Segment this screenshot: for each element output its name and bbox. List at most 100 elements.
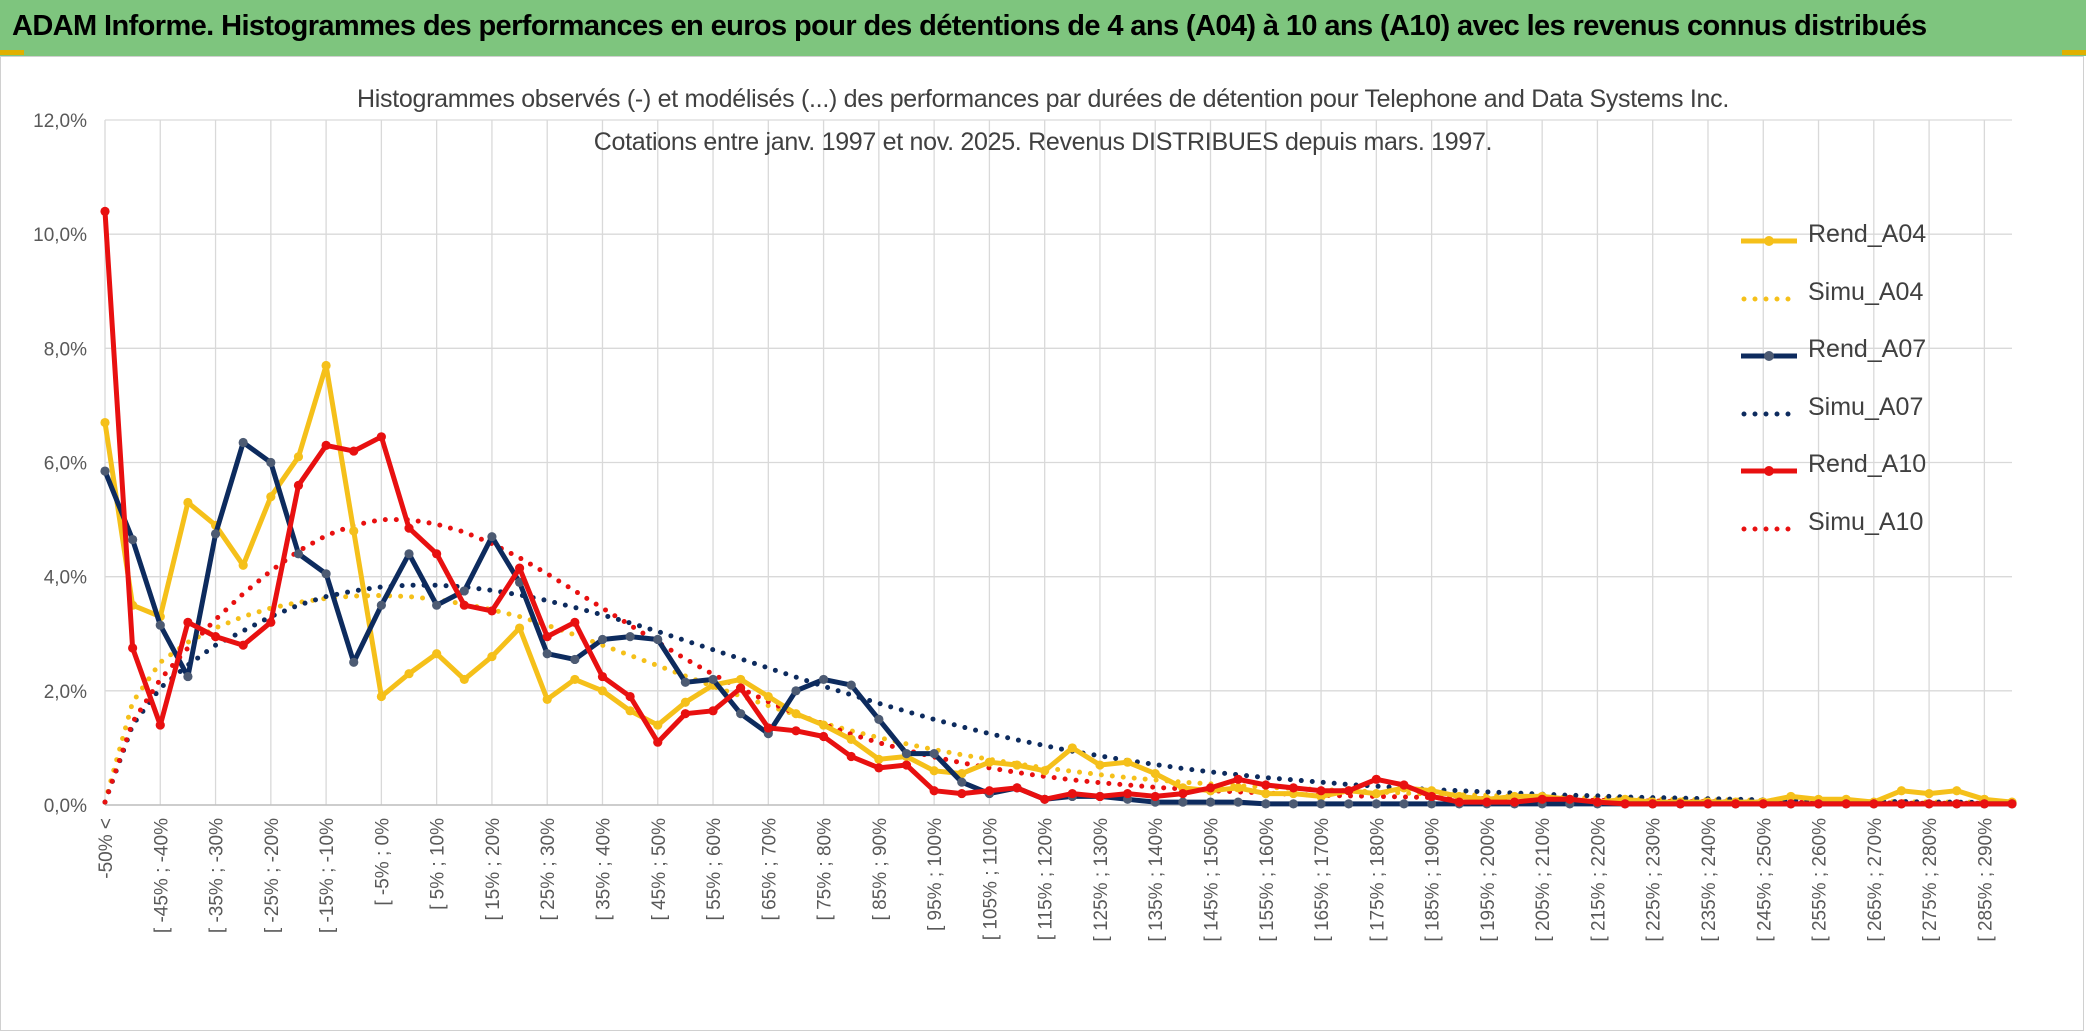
data-point (1040, 766, 1050, 776)
legend-item-rend-a04: Rend_A04 (1738, 208, 1968, 266)
x-axis-ticks: -50% < [ -45% ; -40% [ -35% ; -30% [ -25% ;… (96, 818, 1996, 942)
series-lines (100, 206, 2017, 809)
data-point (1952, 786, 1962, 796)
x-tick-label: [ 275% ; 280% (1920, 818, 1941, 942)
data-point (1261, 799, 1271, 809)
data-point (321, 569, 331, 579)
data-point (432, 549, 442, 559)
data-point (432, 600, 442, 610)
data-point (1786, 791, 1796, 802)
series-simu-a07 (102, 582, 2015, 806)
data-point (404, 523, 414, 533)
series-rend-a04 (100, 360, 2017, 807)
data-point (791, 709, 801, 719)
data-point (487, 606, 497, 616)
report-banner: ADAM Informe. Histogrammes des performan… (0, 0, 2086, 56)
data-point (597, 686, 608, 696)
data-point (929, 786, 939, 796)
legend-marker (1764, 236, 1774, 246)
x-tick-label: [ -35% ; -30% (207, 818, 228, 933)
x-tick-label: [ 135% ; 140% (1146, 818, 1167, 942)
x-tick-label: [ 115% ; 120% (1036, 818, 1057, 940)
data-point (404, 669, 414, 679)
chart-area (0, 56, 2084, 1031)
data-point (1233, 783, 1243, 793)
data-point (1012, 783, 1022, 793)
data-point (818, 674, 829, 685)
data-point (570, 617, 580, 627)
data-point (1012, 760, 1022, 770)
data-point (266, 492, 276, 502)
x-tick-label: [ -15% ; -10% (317, 818, 338, 933)
legend-swatch (1741, 411, 1797, 416)
data-point (542, 632, 552, 642)
data-point (846, 734, 856, 744)
data-point (238, 640, 248, 650)
data-point (2007, 799, 2017, 809)
data-point (1786, 799, 1796, 809)
legend-label: Rend_A10 (1808, 450, 1927, 478)
data-point (266, 457, 276, 468)
data-point (901, 760, 912, 770)
data-point (680, 677, 690, 687)
data-point (349, 657, 359, 667)
data-point (1896, 799, 1907, 809)
data-point (874, 714, 884, 724)
x-tick-label: [ 105% ; 110% (980, 818, 1001, 940)
data-point (1150, 791, 1160, 802)
y-tick-label: 10,0% (33, 225, 87, 246)
x-tick-label: [ 155% ; 160% (1257, 818, 1278, 942)
data-point (1758, 799, 1768, 809)
data-point (1288, 783, 1299, 793)
x-tick-label: [ 95% ; 100% (925, 818, 946, 931)
data-point (1924, 799, 1934, 809)
report-title: ADAM Informe. Histogrammes des performan… (12, 10, 1927, 42)
data-point (100, 417, 110, 428)
data-point (597, 671, 608, 682)
data-point (487, 532, 497, 542)
data-point (957, 788, 967, 799)
data-point (1869, 799, 1879, 809)
x-tick-label: [ 165% ; 170% (1312, 818, 1333, 942)
data-point (957, 769, 967, 779)
x-tick-label: [ 245% ; 250% (1754, 818, 1775, 942)
data-point (210, 529, 221, 539)
data-point (1896, 786, 1907, 796)
y-tick-label: 8,0% (44, 339, 87, 360)
legend-swatch (1741, 526, 1797, 531)
data-point (459, 586, 469, 596)
data-point (708, 674, 718, 685)
data-point (846, 680, 856, 690)
x-tick-label: -50% < (96, 818, 117, 879)
data-point (1122, 788, 1133, 799)
data-point (1675, 799, 1685, 809)
legend-label: Rend_A07 (1808, 335, 1927, 363)
data-point (653, 737, 663, 747)
data-point (1371, 788, 1381, 799)
data-point (210, 632, 221, 642)
data-point (293, 452, 304, 462)
chart-title: Histogrammes observés (-) et modélisés (… (357, 85, 1729, 113)
data-point (1482, 797, 1492, 807)
data-point (459, 674, 469, 685)
data-point (1344, 799, 1354, 809)
legend-label: Simu_A10 (1808, 507, 1924, 536)
legend-marker (1764, 351, 1774, 361)
data-point (321, 440, 331, 450)
data-point (818, 720, 829, 730)
y-tick-label: 12,0% (33, 111, 87, 132)
data-point (487, 651, 497, 662)
x-tick-label: [ 75% ; 80% (815, 818, 836, 921)
data-point (1205, 783, 1216, 793)
x-tick-label: [ 85% ; 90% (870, 818, 891, 921)
data-point (349, 446, 359, 456)
data-point (570, 674, 580, 685)
y-tick-label: 4,0% (44, 568, 87, 589)
data-point (100, 466, 110, 476)
x-tick-label: [ 215% ; 220% (1588, 818, 1609, 942)
y-tick-label: 6,0% (44, 454, 87, 475)
legend-swatch (1741, 466, 1797, 476)
data-point (1233, 774, 1243, 784)
legend-marker (1764, 466, 1774, 476)
legend-swatch (1741, 236, 1797, 246)
